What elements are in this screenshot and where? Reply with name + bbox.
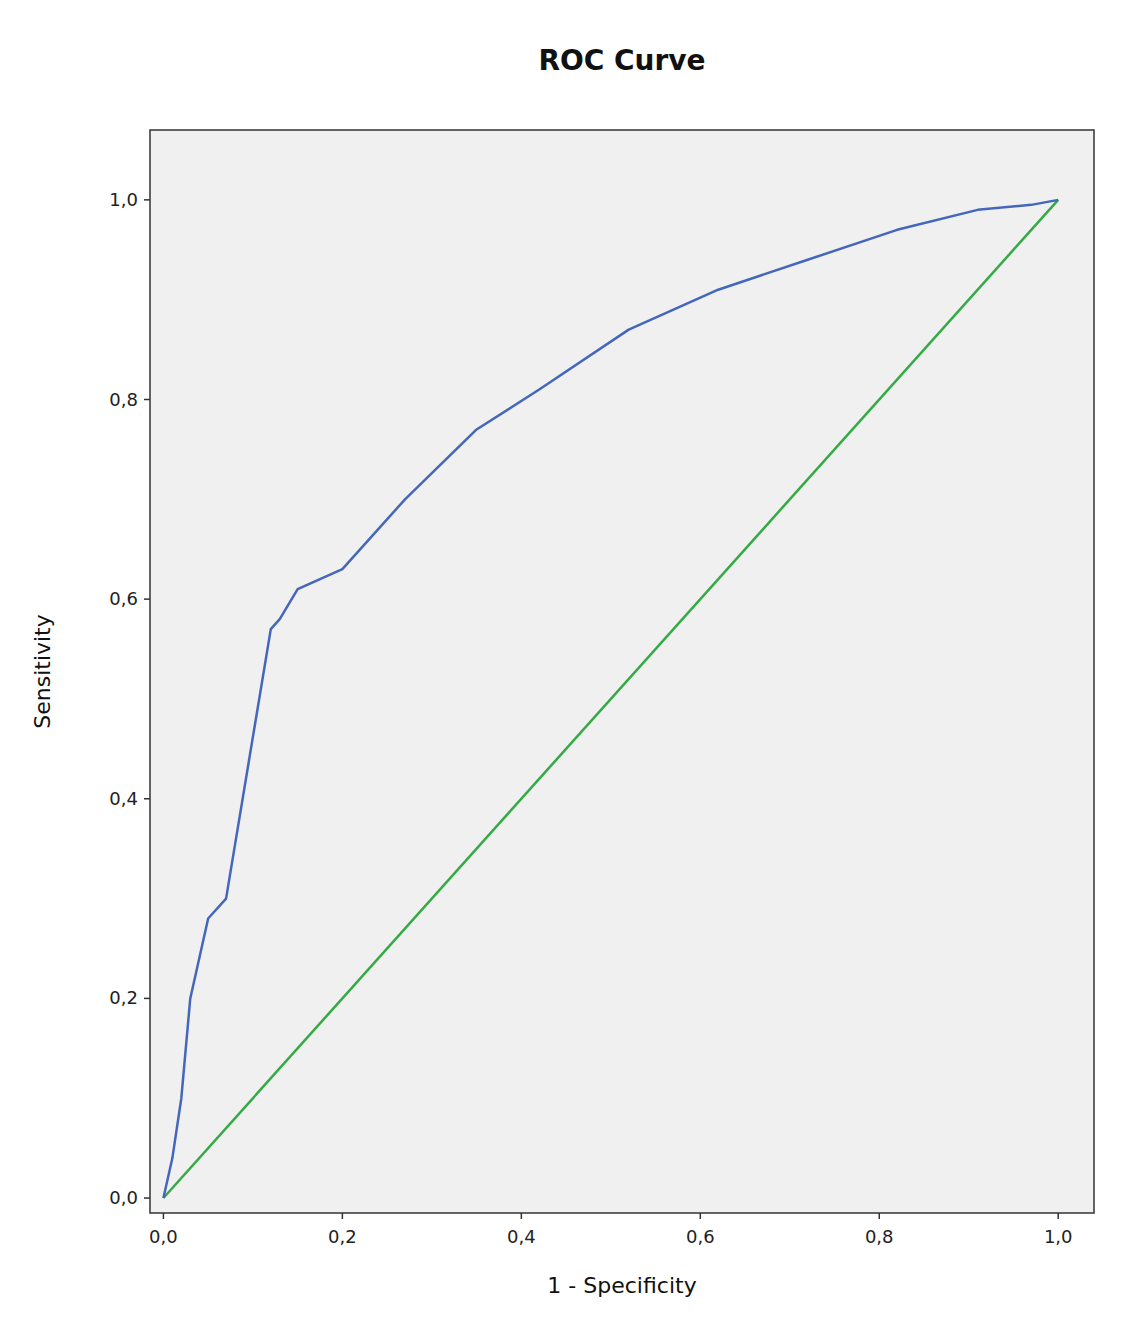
plot-frame [150, 130, 1094, 1213]
tick-label: 0,4 [507, 1226, 536, 1247]
tick-label: 0,2 [109, 987, 138, 1008]
tick-mark [144, 798, 150, 800]
tick-label: 1,0 [109, 189, 138, 210]
tick-mark [144, 598, 150, 600]
chart-title: ROC Curve [538, 44, 705, 77]
tick-mark [144, 199, 150, 201]
tick-mark [879, 1213, 881, 1219]
chart: 0,0 0,2 0,4 0,6 0,8 1,0 0,0 0,2 0,4 0,6 0,8 1,0 ROC … [0, 0, 1134, 1333]
tick-label: 0,8 [109, 389, 138, 410]
tick-mark [144, 399, 150, 401]
tick-label: 0,8 [865, 1226, 894, 1247]
tick-mark [144, 998, 150, 1000]
plot-marks [163, 200, 1058, 1198]
tick-label: 0,2 [328, 1226, 357, 1247]
tick-label: 0,4 [109, 788, 138, 809]
line-series [163, 200, 1058, 1198]
line-series [163, 200, 1058, 1198]
tick-label: 1,0 [1044, 1226, 1073, 1247]
x-axis-label: 1 - Specificity [547, 1273, 696, 1298]
tick-mark [144, 1197, 150, 1199]
plot-background [150, 130, 1094, 1213]
tick-mark [700, 1213, 702, 1219]
y-axis-label: Sensitivity [30, 614, 55, 729]
tick-label: 0,0 [149, 1226, 178, 1247]
tick-label: 0,0 [109, 1187, 138, 1208]
tick-label: 0,6 [686, 1226, 715, 1247]
tick-mark [1057, 1213, 1059, 1219]
tick-mark [163, 1213, 165, 1219]
tick-mark [342, 1213, 344, 1219]
tick-label: 0,6 [109, 588, 138, 609]
tick-mark [521, 1213, 523, 1219]
